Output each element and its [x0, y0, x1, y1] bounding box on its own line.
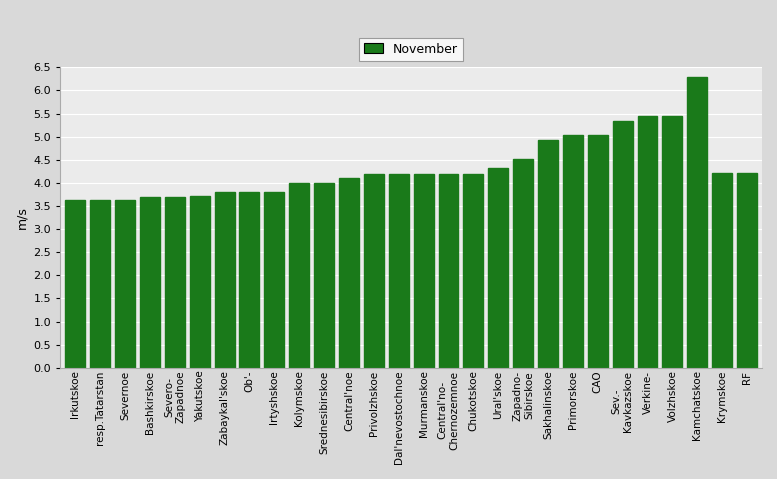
- Bar: [214, 192, 235, 368]
- Bar: [239, 192, 260, 368]
- Bar: [165, 197, 185, 368]
- Bar: [264, 192, 284, 368]
- Bar: [463, 174, 483, 368]
- Bar: [713, 173, 732, 368]
- Legend: November: November: [359, 37, 463, 60]
- Bar: [588, 135, 608, 368]
- Bar: [488, 168, 508, 368]
- Bar: [339, 178, 359, 368]
- Bar: [413, 174, 434, 368]
- Bar: [513, 159, 533, 368]
- Bar: [115, 200, 135, 368]
- Bar: [563, 135, 583, 368]
- Bar: [140, 197, 160, 368]
- Bar: [638, 116, 657, 368]
- Bar: [90, 200, 110, 368]
- Bar: [65, 200, 85, 368]
- Bar: [688, 77, 707, 368]
- Bar: [613, 122, 632, 368]
- Bar: [190, 196, 210, 368]
- Y-axis label: m/s: m/s: [15, 206, 28, 229]
- Bar: [663, 116, 682, 368]
- Bar: [737, 173, 757, 368]
- Bar: [289, 183, 309, 368]
- Bar: [364, 174, 384, 368]
- Bar: [438, 174, 458, 368]
- Bar: [388, 174, 409, 368]
- Bar: [314, 183, 334, 368]
- Bar: [538, 140, 558, 368]
